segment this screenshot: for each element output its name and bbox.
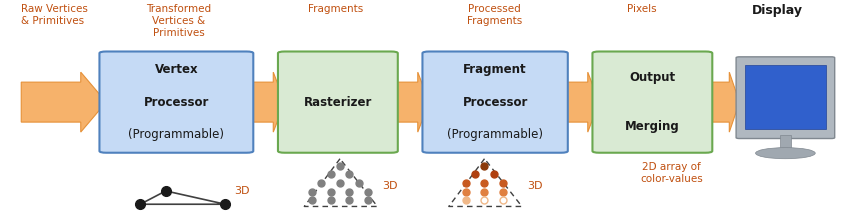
Bar xyxy=(780,135,791,151)
Text: Processed
Fragments: Processed Fragments xyxy=(468,4,522,26)
Text: 3D: 3D xyxy=(527,181,542,192)
FancyBboxPatch shape xyxy=(736,57,835,139)
FancyArrow shape xyxy=(561,72,599,132)
Ellipse shape xyxy=(756,148,815,159)
Text: (Programmable): (Programmable) xyxy=(447,128,543,141)
Text: 3D: 3D xyxy=(234,186,249,196)
FancyBboxPatch shape xyxy=(422,52,568,153)
Text: Transformed
Vertices &
Primitives: Transformed Vertices & Primitives xyxy=(146,4,211,38)
Text: 2D array of
color-values: 2D array of color-values xyxy=(640,162,703,184)
Text: 3D: 3D xyxy=(382,181,398,192)
Text: Raw Vertices
& Primitives: Raw Vertices & Primitives xyxy=(21,4,88,26)
Text: Fragment: Fragment xyxy=(463,63,527,76)
Text: Processor: Processor xyxy=(144,96,209,109)
FancyArrow shape xyxy=(246,72,285,132)
Text: Pixels: Pixels xyxy=(627,4,656,14)
Text: Vertex: Vertex xyxy=(155,63,198,76)
Text: Output: Output xyxy=(629,71,676,84)
Text: Rasterizer: Rasterizer xyxy=(303,96,372,109)
Text: (Programmable): (Programmable) xyxy=(128,128,224,141)
FancyArrow shape xyxy=(706,72,740,132)
Bar xyxy=(745,65,826,129)
FancyArrow shape xyxy=(391,72,429,132)
FancyBboxPatch shape xyxy=(99,52,253,153)
FancyArrow shape xyxy=(21,72,106,132)
FancyBboxPatch shape xyxy=(278,52,398,153)
Text: Processor: Processor xyxy=(462,96,528,109)
Text: Merging: Merging xyxy=(625,120,680,133)
Text: Fragments: Fragments xyxy=(308,4,363,14)
Text: Display: Display xyxy=(752,4,803,18)
FancyBboxPatch shape xyxy=(592,52,712,153)
